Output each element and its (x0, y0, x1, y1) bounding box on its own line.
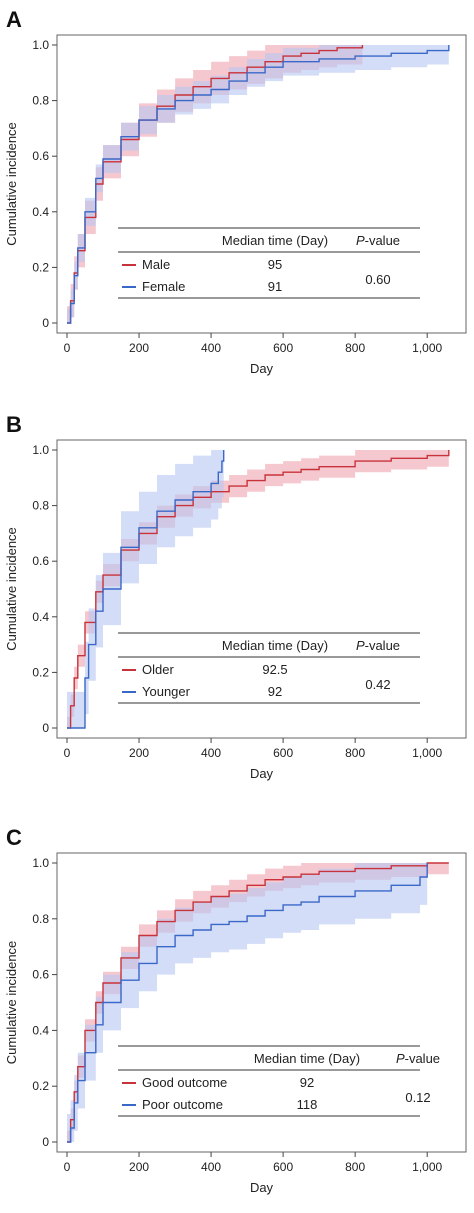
x-axis-label: Day (250, 361, 274, 376)
table-header-median: Median time (Day) (222, 233, 328, 248)
y-tick-label: 0.8 (32, 499, 49, 513)
y-tick-label: 0 (42, 316, 49, 330)
x-tick-label: 800 (345, 341, 365, 355)
y-tick-label: 0.6 (32, 968, 49, 982)
x-tick-label: 600 (273, 746, 293, 760)
y-tick-label: 0.6 (32, 554, 49, 568)
p-value: 0.60 (365, 272, 390, 287)
y-tick-label: 0.4 (32, 610, 49, 624)
y-tick-label: 0.8 (32, 912, 49, 926)
legend-label-younger: Younger (142, 684, 191, 699)
x-tick-label: 400 (201, 1160, 221, 1174)
y-tick-label: 0.2 (32, 665, 49, 679)
y-axis-label: Cumulative incidence (4, 941, 19, 1065)
chart-panel-a: A 0 0.2 0.4 0.6 0.8 1.0 0 200 400 600 800 1,000 Day Cu… (4, 7, 467, 376)
series-line-younger (67, 450, 225, 729)
y-tick-label: 0.8 (32, 94, 49, 108)
x-tick-label: 400 (201, 746, 221, 760)
x-tick-label: 400 (201, 341, 221, 355)
y-tick-label: 0 (42, 721, 49, 735)
plot-frame (56, 34, 467, 334)
confidence-band-female (67, 45, 449, 323)
x-tick-label: 200 (129, 746, 149, 760)
panel-letter: B (6, 412, 22, 437)
median-value: 92.5 (262, 662, 287, 677)
x-tick-label: 200 (129, 1160, 149, 1174)
x-axis-label: Day (250, 1180, 274, 1195)
chart-panel-b: B 0 0.2 0.4 0.6 0.8 1.0 0 200 400 600 800 1,000 Day Cu… (4, 412, 467, 781)
x-tick-label: 0 (64, 341, 71, 355)
x-axis-label: Day (250, 766, 274, 781)
median-value: 95 (268, 257, 282, 272)
y-tick-label: 1.0 (32, 856, 49, 870)
legend-label-male: Male (142, 257, 170, 272)
table-header-p-value: P-value (356, 233, 400, 248)
series-line-poor-outcome (67, 863, 428, 1143)
y-tick-label: 1.0 (32, 443, 49, 457)
x-tick-label: 600 (273, 1160, 293, 1174)
y-tick-label: 0.4 (32, 1023, 49, 1037)
legend-label-older: Older (142, 662, 174, 677)
median-table: Median time (Day) P-value Good outcome 92 Po… (118, 1045, 440, 1117)
x-tick-label: 0 (64, 746, 71, 760)
table-header-p-value: P-value (396, 1051, 440, 1066)
y-tick-label: 0.4 (32, 205, 49, 219)
x-tick-label: 800 (345, 746, 365, 760)
y-tick-label: 0 (42, 1135, 49, 1149)
y-tick-label: 1.0 (32, 38, 49, 52)
x-tick-label: 0 (64, 1160, 71, 1174)
median-table: Median time (Day) P-value Male 95 Female 91 0.… (118, 227, 420, 299)
confidence-band-younger (67, 450, 224, 728)
p-value: 0.42 (365, 677, 390, 692)
y-axis-label: Cumulative incidence (4, 122, 19, 246)
confidence-band-older (67, 450, 449, 728)
y-tick-label: 0.6 (32, 149, 49, 163)
plot-frame (56, 439, 467, 739)
x-tick-label: 200 (129, 341, 149, 355)
x-tick-label: 600 (273, 341, 293, 355)
median-value: 91 (268, 279, 282, 294)
table-header-p-value: P-value (356, 638, 400, 653)
table-header-median: Median time (Day) (222, 638, 328, 653)
y-tick-label: 0.2 (32, 260, 49, 274)
median-table: Median time (Day) P-value Older 92.5 Younger… (118, 632, 420, 704)
x-tick-label: 1,000 (412, 746, 442, 760)
series-line-female (67, 45, 450, 324)
x-tick-label: 800 (345, 1160, 365, 1174)
legend-label-good-outcome: Good outcome (142, 1075, 227, 1090)
chart-panel-c: C 0 0.2 0.4 0.6 0.8 1.0 0 200 400 600 800 1,000 Day Cu… (4, 825, 467, 1195)
y-tick-label: 0.2 (32, 1079, 49, 1093)
median-value: 92 (268, 684, 282, 699)
y-axis-label: Cumulative incidence (4, 527, 19, 651)
x-tick-label: 1,000 (412, 341, 442, 355)
panel-letter: A (6, 7, 22, 32)
legend-label-female: Female (142, 279, 185, 294)
median-value: 118 (297, 1097, 318, 1112)
panel-letter: C (6, 825, 22, 850)
x-tick-label: 1,000 (412, 1160, 442, 1174)
legend-label-poor-outcome: Poor outcome (142, 1097, 223, 1112)
table-header-median: Median time (Day) (254, 1051, 360, 1066)
series-line-male (67, 45, 364, 324)
p-value: 0.12 (405, 1090, 430, 1105)
median-value: 92 (300, 1075, 314, 1090)
plot-frame (56, 852, 467, 1153)
